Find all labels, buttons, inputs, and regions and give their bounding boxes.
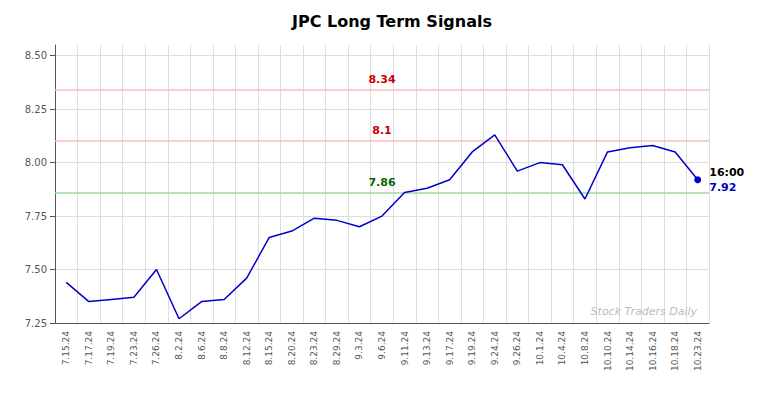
svg-text:10.14.24: 10.14.24 xyxy=(625,331,635,371)
svg-text:7.26.24: 7.26.24 xyxy=(151,331,161,366)
svg-text:8.1: 8.1 xyxy=(372,124,392,137)
svg-text:9.19.24: 9.19.24 xyxy=(467,331,477,366)
svg-text:7.50: 7.50 xyxy=(25,264,47,275)
svg-text:8.00: 8.00 xyxy=(25,157,47,168)
svg-text:8.23.24: 8.23.24 xyxy=(309,331,319,366)
svg-text:JPC Long Term Signals: JPC Long Term Signals xyxy=(291,12,492,31)
svg-text:10.1.24: 10.1.24 xyxy=(535,331,545,366)
svg-text:8.15.24: 8.15.24 xyxy=(264,331,274,366)
svg-text:8.34: 8.34 xyxy=(368,73,395,86)
svg-text:10.18.24: 10.18.24 xyxy=(670,331,680,371)
svg-text:10.16.24: 10.16.24 xyxy=(648,331,658,371)
svg-text:10.23.24: 10.23.24 xyxy=(693,331,703,371)
svg-text:9.6.24: 9.6.24 xyxy=(377,331,387,360)
svg-text:7.15.24: 7.15.24 xyxy=(61,331,71,366)
svg-text:9.11.24: 9.11.24 xyxy=(400,331,410,366)
svg-text:9.26.24: 9.26.24 xyxy=(512,331,522,366)
svg-text:8.12.24: 8.12.24 xyxy=(242,331,252,366)
svg-text:8.50: 8.50 xyxy=(25,50,47,61)
svg-text:8.8.24: 8.8.24 xyxy=(219,331,229,360)
svg-text:7.75: 7.75 xyxy=(25,211,47,222)
svg-text:10.8.24: 10.8.24 xyxy=(580,331,590,366)
svg-text:8.25: 8.25 xyxy=(25,104,47,115)
svg-text:16:00: 16:00 xyxy=(709,166,744,179)
svg-text:7.23.24: 7.23.24 xyxy=(129,331,139,366)
svg-text:8.29.24: 8.29.24 xyxy=(332,331,342,366)
svg-text:10.10.24: 10.10.24 xyxy=(603,331,613,371)
svg-text:7.25: 7.25 xyxy=(25,318,47,329)
svg-text:9.24.24: 9.24.24 xyxy=(490,331,500,366)
svg-text:7.19.24: 7.19.24 xyxy=(106,331,116,366)
svg-text:9.13.24: 9.13.24 xyxy=(422,331,432,366)
svg-text:8.20.24: 8.20.24 xyxy=(287,331,297,366)
svg-text:8.2.24: 8.2.24 xyxy=(174,331,184,360)
svg-text:9.3.24: 9.3.24 xyxy=(354,331,364,360)
svg-text:7.17.24: 7.17.24 xyxy=(84,331,94,366)
svg-text:10.4.24: 10.4.24 xyxy=(557,331,567,366)
svg-text:9.17.24: 9.17.24 xyxy=(445,331,455,366)
svg-text:8.6.24: 8.6.24 xyxy=(197,331,207,360)
svg-text:7.92: 7.92 xyxy=(709,181,736,194)
svg-text:Stock Traders Daily: Stock Traders Daily xyxy=(591,305,698,318)
svg-text:7.86: 7.86 xyxy=(368,176,395,189)
